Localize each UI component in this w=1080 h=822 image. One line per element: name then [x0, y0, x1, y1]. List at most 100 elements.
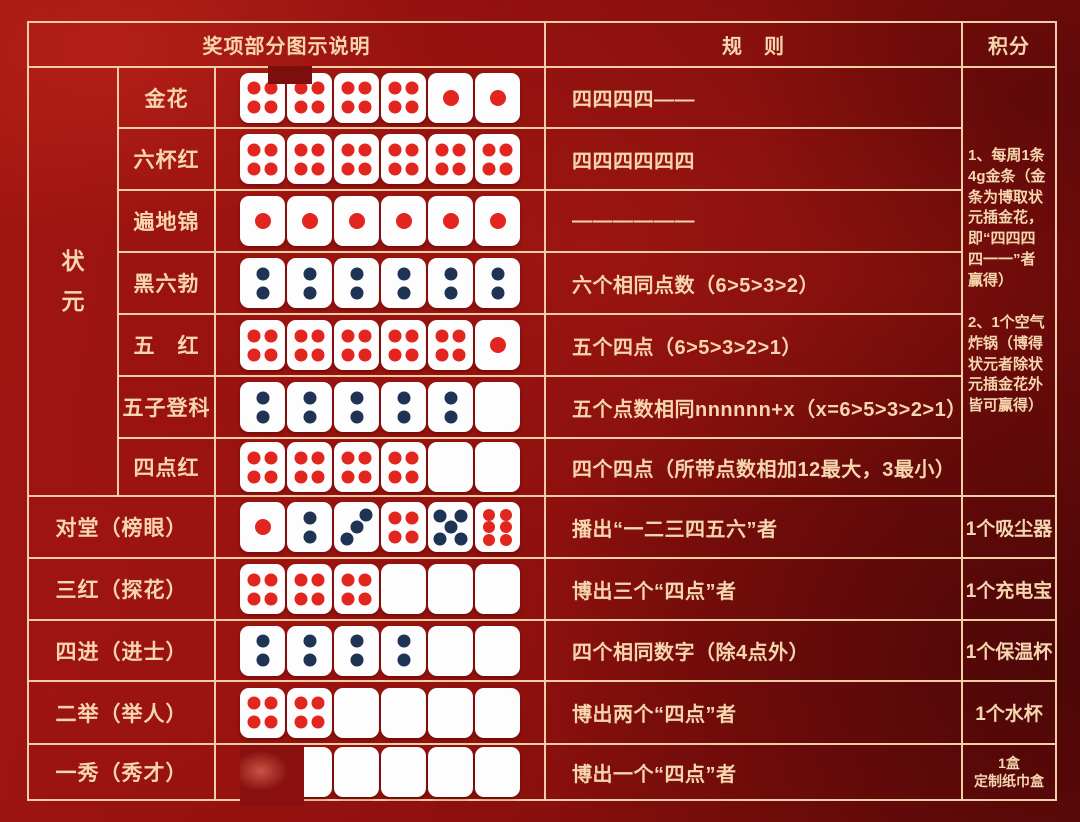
prize-table: 奖项部分图示说明 规 则 积分 状元 1、每周1条4g金条（金条为博取状元插金花… — [27, 21, 1057, 801]
pip — [483, 533, 496, 546]
die-blank — [475, 747, 520, 797]
pip — [264, 696, 278, 710]
die-blank — [428, 564, 473, 614]
die-blank — [334, 747, 379, 797]
pip — [247, 470, 261, 483]
score-line: 1个吸尘器 — [965, 518, 1053, 540]
pip — [397, 634, 410, 648]
pip — [358, 329, 372, 342]
pip — [341, 143, 355, 156]
pip — [388, 329, 402, 342]
die-blank — [428, 442, 473, 492]
pip — [444, 520, 457, 534]
pip — [264, 592, 278, 605]
die-blank — [475, 625, 520, 676]
pip — [256, 286, 269, 299]
pip — [311, 592, 325, 605]
score-cell: 1个吸尘器 — [963, 497, 1055, 559]
die-2-black — [287, 625, 332, 676]
die-blank — [475, 687, 520, 738]
pip — [264, 100, 278, 114]
dice-illustration — [216, 191, 546, 253]
pip — [435, 143, 449, 156]
pip — [341, 573, 355, 586]
pip — [397, 391, 410, 404]
rule-text: 四个相同数字（除4点外） — [546, 621, 963, 682]
score-cell: 1个水杯 — [963, 682, 1055, 745]
pip — [491, 286, 504, 299]
pip — [358, 592, 372, 605]
dice-illustration — [216, 559, 546, 621]
pip — [350, 634, 363, 648]
pip — [264, 348, 278, 361]
pip — [452, 162, 466, 175]
pip — [489, 337, 506, 353]
die-1-red — [240, 502, 285, 552]
pip — [341, 470, 355, 483]
die-1-red — [428, 196, 473, 246]
pip — [499, 521, 512, 533]
pip — [341, 592, 355, 605]
pip — [358, 143, 372, 156]
score-cell: 1个保温杯 — [963, 621, 1055, 682]
prize-name: 四点红 — [119, 439, 216, 497]
pip — [264, 715, 278, 729]
watermark-patch-top — [268, 66, 312, 84]
pip — [499, 508, 512, 521]
dice-illustration — [216, 68, 546, 129]
section-label-zhuangyuan: 状元 — [29, 68, 119, 497]
pip — [358, 348, 372, 361]
dice-illustration — [216, 439, 546, 497]
pip — [359, 508, 373, 522]
pip — [264, 143, 278, 156]
dice-illustration — [216, 253, 546, 315]
pip — [444, 391, 457, 404]
pip — [435, 162, 449, 175]
pip — [405, 162, 419, 175]
pip — [301, 213, 318, 229]
pip — [247, 451, 261, 464]
pip — [254, 213, 271, 229]
die-blank — [334, 687, 379, 738]
pip — [303, 410, 316, 423]
score-line: 1个充电宝 — [965, 580, 1053, 602]
prize-name: 金花 — [119, 68, 216, 129]
pip — [303, 511, 316, 524]
die-blank — [381, 687, 426, 738]
die-5-black — [428, 502, 473, 552]
pip — [444, 267, 457, 280]
die-2-black — [334, 625, 379, 676]
die-4-red — [240, 134, 285, 184]
die-4-red — [334, 72, 379, 123]
score-cell: 1个充电宝 — [963, 559, 1055, 621]
pip — [341, 162, 355, 175]
pip — [311, 100, 325, 114]
pip — [433, 532, 447, 545]
pip — [435, 329, 449, 342]
pip — [499, 162, 513, 175]
die-blank — [428, 625, 473, 676]
pip — [405, 511, 419, 524]
pip — [397, 286, 410, 299]
die-1-red — [287, 196, 332, 246]
pip — [454, 509, 468, 522]
pip — [405, 451, 419, 464]
rule-text: 博出一个“四点”者 — [546, 745, 963, 799]
pip — [350, 520, 363, 534]
pip — [294, 696, 308, 710]
score-cell: 1盒 定制纸巾盒 — [963, 745, 1055, 799]
pip — [491, 267, 504, 280]
die-4-red — [381, 442, 426, 492]
dice-illustration — [216, 682, 546, 745]
rule-text: —————— — [546, 191, 963, 253]
die-4-red — [475, 134, 520, 184]
pip — [294, 100, 308, 114]
pip — [388, 100, 402, 114]
pip — [397, 267, 410, 280]
pip — [303, 653, 316, 667]
pip — [350, 410, 363, 423]
pip — [294, 81, 308, 95]
score-line: 1个水杯 — [975, 704, 1043, 725]
pip — [303, 391, 316, 404]
